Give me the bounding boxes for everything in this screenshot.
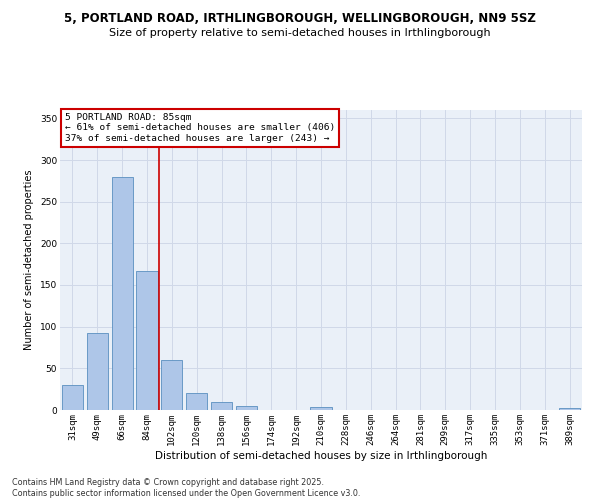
Text: 5 PORTLAND ROAD: 85sqm
← 61% of semi-detached houses are smaller (406)
37% of se: 5 PORTLAND ROAD: 85sqm ← 61% of semi-det…: [65, 113, 335, 143]
Bar: [186, 394, 207, 410]
Bar: [136, 271, 158, 410]
Text: Size of property relative to semi-detached houses in Irthlingborough: Size of property relative to semi-detach…: [109, 28, 491, 38]
Bar: [161, 360, 182, 410]
Bar: [87, 332, 108, 410]
Bar: [559, 408, 580, 410]
Bar: [236, 406, 257, 410]
Bar: [62, 385, 83, 410]
Text: Contains HM Land Registry data © Crown copyright and database right 2025.
Contai: Contains HM Land Registry data © Crown c…: [12, 478, 361, 498]
Text: 5, PORTLAND ROAD, IRTHLINGBOROUGH, WELLINGBOROUGH, NN9 5SZ: 5, PORTLAND ROAD, IRTHLINGBOROUGH, WELLI…: [64, 12, 536, 26]
Bar: [211, 402, 232, 410]
Bar: [112, 176, 133, 410]
Bar: [310, 406, 332, 410]
X-axis label: Distribution of semi-detached houses by size in Irthlingborough: Distribution of semi-detached houses by …: [155, 450, 487, 460]
Y-axis label: Number of semi-detached properties: Number of semi-detached properties: [25, 170, 34, 350]
